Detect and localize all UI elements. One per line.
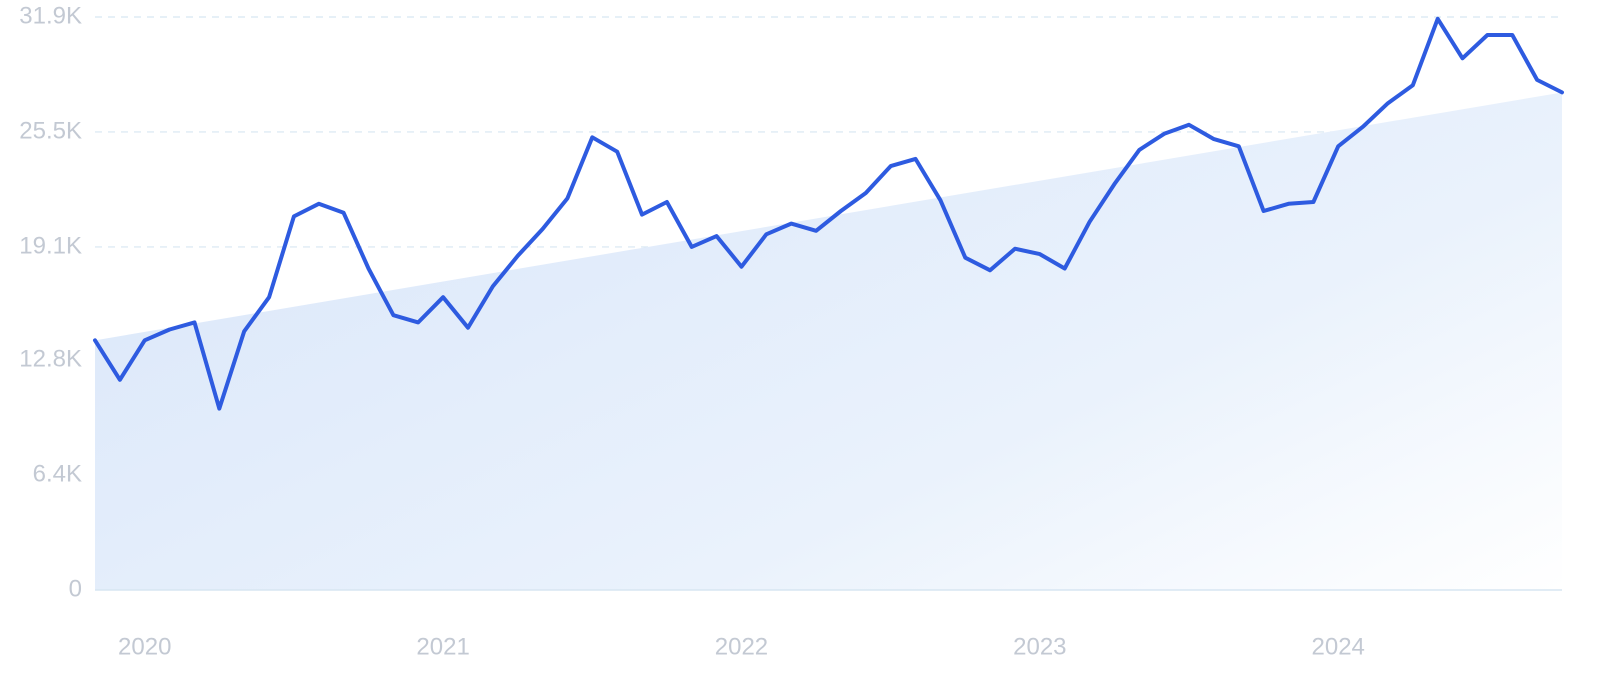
data-point xyxy=(541,227,545,231)
data-point xyxy=(93,338,97,342)
data-point xyxy=(839,209,843,213)
data-point xyxy=(267,295,271,299)
data-point xyxy=(1112,182,1116,186)
x-axis-ticks: 2020 2021 2022 2023 2024 xyxy=(118,633,1365,660)
data-point xyxy=(491,284,495,288)
data-point xyxy=(889,164,893,168)
data-point xyxy=(1262,209,1266,213)
data-point xyxy=(1311,200,1315,204)
y-tick-label: 6.4K xyxy=(33,460,82,487)
data-point xyxy=(1386,101,1390,105)
data-point xyxy=(1560,90,1564,94)
y-tick-label: 25.5K xyxy=(19,117,82,144)
data-point xyxy=(516,254,520,258)
data-point xyxy=(1535,78,1539,82)
data-point xyxy=(590,135,594,139)
data-point xyxy=(739,265,743,269)
data-point xyxy=(1411,83,1415,87)
data-point xyxy=(715,234,719,238)
data-point xyxy=(615,150,619,154)
data-point xyxy=(988,268,992,272)
data-point xyxy=(1461,56,1465,60)
data-point xyxy=(292,214,296,218)
data-point xyxy=(1336,144,1340,148)
data-point xyxy=(1237,144,1241,148)
data-point xyxy=(1212,137,1216,141)
data-point xyxy=(963,256,967,260)
data-point xyxy=(665,200,669,204)
data-point xyxy=(789,222,793,226)
data-point xyxy=(466,326,470,330)
y-axis-ticks: 0 6.4K 12.8K 19.1K 25.5K 31.9K xyxy=(19,2,82,602)
data-point xyxy=(1436,17,1440,21)
x-tick-label: 2022 xyxy=(715,633,768,660)
data-point xyxy=(1013,247,1017,251)
data-point xyxy=(143,338,147,342)
data-point xyxy=(367,266,371,270)
data-point xyxy=(938,198,942,202)
data-point xyxy=(416,320,420,324)
trend-area xyxy=(95,92,1562,590)
data-point xyxy=(441,295,445,299)
data-point xyxy=(1361,125,1365,129)
data-point xyxy=(1187,123,1191,127)
data-point xyxy=(1137,148,1141,152)
data-point xyxy=(1038,252,1042,256)
data-point xyxy=(192,320,196,324)
data-point xyxy=(342,211,346,215)
data-point xyxy=(1510,33,1514,37)
data-point xyxy=(317,202,321,206)
data-point xyxy=(1063,266,1067,270)
data-point xyxy=(1162,132,1166,136)
data-point xyxy=(640,213,644,217)
data-point xyxy=(118,378,122,382)
data-point xyxy=(1286,202,1290,206)
data-point xyxy=(217,407,221,411)
data-point xyxy=(864,191,868,195)
y-tick-label: 12.8K xyxy=(19,345,82,372)
series-line xyxy=(93,16,1564,411)
data-point xyxy=(764,232,768,236)
data-point xyxy=(814,229,818,233)
data-point xyxy=(242,329,246,333)
x-tick-label: 2020 xyxy=(118,633,171,660)
data-point xyxy=(1485,33,1489,37)
x-tick-label: 2023 xyxy=(1013,633,1066,660)
data-point xyxy=(690,245,694,249)
x-tick-label: 2024 xyxy=(1312,633,1365,660)
x-tick-label: 2021 xyxy=(416,633,469,660)
data-point xyxy=(914,157,918,161)
y-tick-label: 19.1K xyxy=(19,232,82,259)
data-point xyxy=(565,196,569,200)
data-point xyxy=(1088,220,1092,224)
y-tick-label: 0 xyxy=(69,575,82,602)
data-point xyxy=(168,328,172,332)
data-point xyxy=(391,313,395,317)
y-tick-label: 31.9K xyxy=(19,2,82,29)
